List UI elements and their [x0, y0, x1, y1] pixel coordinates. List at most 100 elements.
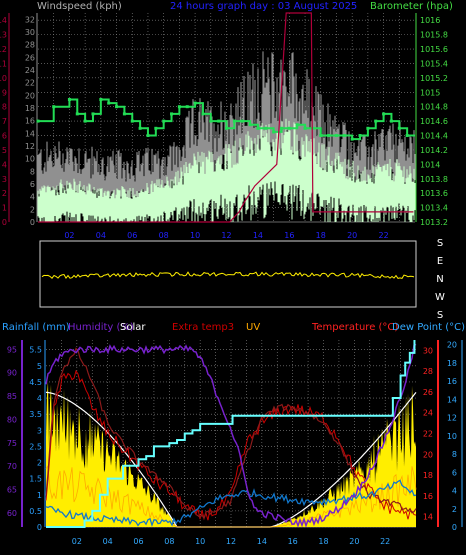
humidity-tick-label: 85	[7, 392, 17, 401]
rain-tick-label: 4	[37, 394, 42, 403]
humidity-tick-label: 80	[7, 415, 17, 424]
x-tick-label: 20	[347, 231, 357, 240]
barometer-point	[319, 134, 323, 138]
y-right-tick-label: 1015	[420, 88, 440, 97]
y-left-inner-tick-label: 6	[30, 180, 35, 189]
windspeed-series	[37, 118, 416, 222]
y-left-inner-tick-label: 28	[25, 41, 35, 50]
x-tick-label: 22	[380, 537, 390, 546]
dew-tick-label: 6	[452, 468, 457, 477]
humidity-tick-label: 60	[7, 509, 17, 518]
y-left-outer-tick-label: 13	[0, 31, 7, 40]
barometer-point	[107, 101, 111, 105]
rain-tick-label: 0	[37, 523, 42, 532]
direction-label: W	[435, 292, 445, 303]
dew-tick-label: 20	[447, 341, 457, 350]
barometer-point	[209, 119, 213, 123]
rain-tick-label: 2	[37, 459, 42, 468]
rain-tick-label: 3	[37, 426, 42, 435]
y-left-outer-tick-label: 6	[2, 132, 7, 141]
x-tick-label: 14	[253, 231, 263, 240]
rain-tick-label: 2.5	[29, 442, 42, 451]
barometer-point	[201, 112, 205, 116]
y-left-inner-tick-label: 26	[25, 53, 35, 62]
direction-label: S	[437, 310, 443, 321]
barometer-point	[122, 112, 126, 116]
x-tick-label: 08	[164, 537, 174, 546]
y-left-outer-tick-label: 9	[2, 88, 7, 97]
rain-tick-label: 1.5	[29, 475, 42, 484]
barometer-point	[327, 134, 331, 138]
barometer-point	[405, 134, 409, 138]
barometer-point	[75, 112, 79, 116]
temperature-tick-label: 24	[423, 409, 433, 418]
barometer-point	[358, 134, 362, 138]
rainfall-axis-label: Rainfall (mm)	[2, 322, 70, 333]
y-left-outer-tick-label: 10	[0, 74, 7, 83]
x-tick-label: 02	[64, 231, 74, 240]
y-right-tick-label: 1015.8	[420, 31, 448, 40]
barometer-point	[248, 123, 252, 127]
barometer-point	[272, 130, 276, 134]
y-left-inner-tick-label: 2	[30, 205, 35, 214]
dew-tick-label: 4	[452, 487, 457, 496]
wind-direction-series	[41, 271, 415, 279]
direction-label: S	[437, 238, 443, 249]
barometer-point	[397, 126, 401, 130]
x-tick-label: 12	[221, 231, 231, 240]
humidity-tick-label: 65	[7, 486, 17, 495]
humidity-tick-label: 70	[7, 462, 17, 471]
x-tick-label: 08	[159, 231, 169, 240]
barometer-point	[52, 105, 56, 109]
rain-tick-label: 3.5	[29, 410, 42, 419]
humidity-axis-label: Humidity (%)	[68, 322, 134, 333]
rain-tick-label: 4.5	[29, 378, 42, 387]
y-left-inner-tick-label: 10	[25, 155, 35, 164]
y-right-tick-label: 1015.2	[420, 74, 448, 83]
y-left-outer-tick-label: 4	[2, 160, 7, 169]
temperature-tick-label: 16	[423, 492, 433, 501]
barometer-point	[382, 112, 386, 116]
barometer-point	[177, 105, 181, 109]
dew-point-axis-label: Dew Point (°C)	[392, 322, 465, 333]
y-right-tick-label: 1015.6	[420, 45, 448, 54]
barometer-point	[99, 97, 103, 101]
barometer-point	[334, 134, 338, 138]
x-tick-label: 04	[96, 231, 106, 240]
left-axis-series-line	[38, 12, 414, 223]
barometer-point	[287, 126, 291, 130]
barometer-point	[366, 126, 370, 130]
barometer-point	[303, 126, 307, 130]
barometer-point	[83, 119, 87, 123]
dew-tick-label: 12	[447, 414, 457, 423]
barometer-point	[115, 105, 119, 109]
x-tick-label: 22	[378, 231, 388, 240]
x-tick-label: 04	[103, 537, 113, 546]
rain-tick-label: 1	[37, 491, 42, 500]
y-left-inner-tick-label: 24	[25, 66, 35, 75]
barometer-point	[91, 112, 95, 116]
temperature-tick-label: 22	[423, 430, 433, 439]
dew-tick-label: 14	[447, 395, 457, 404]
y-left-outer-tick-label: 1	[2, 204, 7, 213]
barometer-point	[185, 105, 189, 109]
rain-tick-label: 5.5	[29, 346, 42, 355]
y-right-tick-label: 1013.2	[420, 218, 448, 227]
barometer-point	[225, 126, 228, 130]
rain-tick-label: 5	[37, 362, 42, 371]
y-right-tick-label: 1014.4	[420, 132, 448, 141]
y-right-tick-label: 1016	[420, 16, 440, 25]
temperature-tick-label: 20	[423, 450, 433, 459]
graph-date-title: 24 hours graph day : 03 August 2025	[170, 1, 357, 12]
y-left-inner-tick-label: 32	[25, 15, 35, 24]
x-tick-label: 10	[195, 537, 205, 546]
barometer-point	[217, 119, 221, 123]
temperature-series	[45, 347, 417, 520]
barometer-point	[146, 134, 150, 138]
barometer-point	[162, 119, 166, 123]
barometer-point	[256, 126, 260, 130]
x-tick-label: 16	[288, 537, 298, 546]
